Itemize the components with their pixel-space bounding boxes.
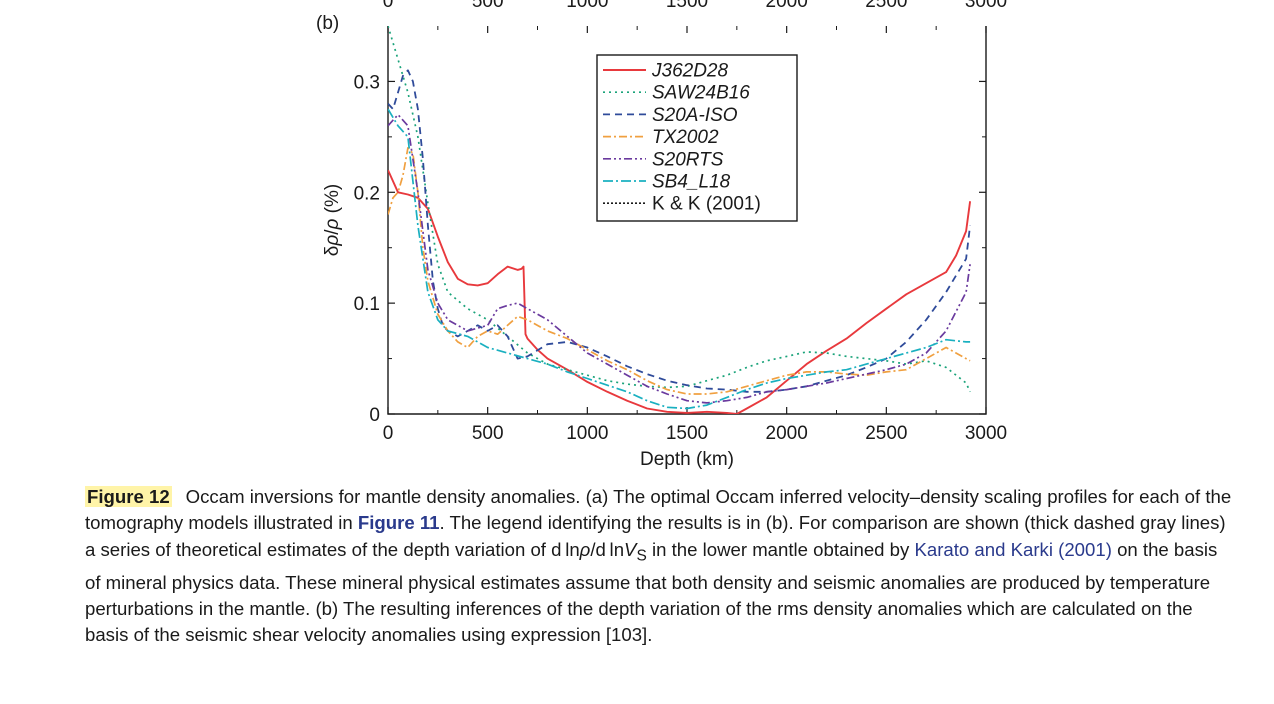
series-line [388,169,972,414]
x-tick-label: 3000 [965,423,1007,444]
caption-text: on the basis of mineral physics data. Th… [85,538,1218,646]
legend-label: SAW24B16 [652,83,750,104]
caption-text: /d ln [590,538,625,560]
panel-label: (b) [316,13,339,34]
y-axis-label: δρ/ρ (%) [322,184,343,256]
y-tick-label: 0.3 [354,72,380,93]
legend-label: SB4_L18 [652,172,731,193]
x-tick-label: 1500 [666,423,708,444]
y-axis-label-part: ρ [322,235,343,247]
figure-label: Figure 12 [85,486,172,507]
x-tick-label: 2000 [766,423,808,444]
caption-text: Occam inversions for mantle density anom… [85,486,1232,534]
legend-label: S20A-ISO [652,105,738,126]
series-line [388,26,971,393]
x-tick-label: 2500 [865,423,907,444]
x-tick-label: 0 [383,423,394,444]
top-x-tick-label: 2000 [766,0,808,12]
figure-caption: Figure 12 Occam inversions for mantle den… [85,484,1235,649]
top-x-tick-label: 0 [383,0,394,12]
karato-karki-citation-link[interactable]: Karato and Karki (2001) [914,538,1112,560]
legend: J362D28SAW24B16S20A-ISOTX2002S20RTSSB4_L… [596,54,798,222]
y-tick-label: 0 [369,405,380,426]
legend-label: K & K (2001) [652,194,761,215]
caption-text: . The legend identifying the results is … [85,512,1226,560]
y-tick-label: 0.1 [354,294,380,315]
caption-text: in the lower mantle obtained by [646,538,915,560]
y-axis-label-part: δ [322,246,343,257]
series-line [388,113,971,404]
top-axis-tick-labels-cropped: 0 500 1000 1500 2000 2500 3000 [383,0,1007,12]
rho-symbol: ρ [579,538,591,560]
series-line [388,108,971,410]
top-x-tick-label: 3000 [965,0,1007,12]
top-x-tick-label: 1000 [566,0,608,12]
x-axis-label: Depth (km) [640,449,734,470]
y-axis-label-part: (%) [322,184,343,219]
legend-label: J362D28 [651,61,728,82]
y-axis-label-part: / [322,229,343,235]
legend-label: S20RTS [652,149,724,170]
x-tick-label: 500 [472,423,504,444]
v-subscript: S [636,547,647,565]
x-tick-label: 1000 [566,423,608,444]
y-axis-label-part: ρ [322,218,343,230]
y-tick-label: 0.2 [354,183,380,204]
top-x-tick-label: 500 [472,0,504,12]
top-x-tick-label: 2500 [865,0,907,12]
figure-11-link[interactable]: Figure 11 [357,512,440,534]
density-anomaly-chart: 0 500 1000 1500 2000 2500 3000 (b) 0 500 1000 150… [316,0,1007,470]
v-symbol: V [624,538,637,560]
legend-box [596,54,798,222]
top-x-tick-label: 1500 [666,0,708,12]
legend-label: TX2002 [652,127,719,148]
